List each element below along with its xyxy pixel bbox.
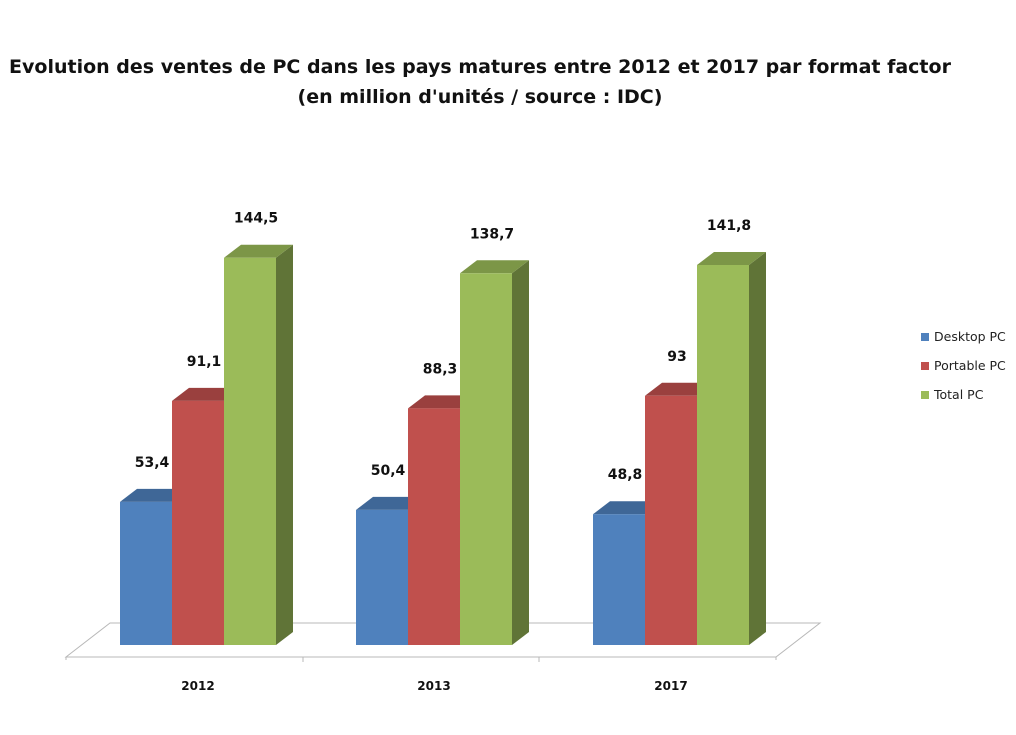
x-tick-label: 2013 (417, 679, 450, 693)
legend-swatch-desktop (921, 332, 929, 341)
bar-top (645, 382, 714, 396)
bar-side (749, 251, 766, 645)
bar-top (460, 260, 529, 274)
bar (645, 395, 697, 645)
data-label: 48,8 (608, 467, 643, 483)
legend-label-portable: Portable PC (934, 358, 1006, 373)
chart-title: Evolution des ventes de PC dans les pays… (9, 56, 951, 78)
bar (172, 400, 224, 645)
legend-label-total: Total PC (934, 387, 984, 402)
data-label: 91,1 (187, 354, 222, 370)
legend-swatch-total (921, 390, 929, 399)
data-label: 93 (667, 349, 686, 365)
bar-top (593, 501, 662, 515)
bar-top (120, 488, 189, 502)
chart-title-block: Evolution des ventes de PC dans les pays… (0, 52, 960, 112)
data-label: 50,4 (371, 463, 406, 479)
x-tick-label: 2012 (181, 679, 214, 693)
legend-item-total: Total PC (921, 380, 1006, 409)
data-label: 141,8 (707, 218, 751, 234)
bar (697, 264, 749, 645)
data-label: 138,7 (470, 226, 514, 242)
bar-top (697, 251, 766, 265)
data-label: 144,5 (234, 211, 278, 227)
legend-label-desktop: Desktop PC (934, 329, 1006, 344)
bar-top (408, 395, 477, 409)
legend: Desktop PC Portable PC Total PC (921, 322, 1006, 409)
chart-subtitle: (en million d'unités / source : IDC) (297, 86, 663, 108)
legend-swatch-portable (921, 361, 929, 370)
data-label: 53,4 (135, 455, 170, 471)
bar (356, 509, 408, 645)
legend-item-portable: Portable PC (921, 351, 1006, 380)
bar-side (276, 244, 293, 646)
x-tick-label: 2017 (654, 679, 687, 693)
bar-top (172, 387, 241, 401)
bar-side (512, 260, 529, 645)
bar (593, 514, 645, 645)
bar (408, 408, 460, 645)
bar (460, 273, 512, 645)
bar-top (356, 496, 425, 510)
bar (224, 257, 276, 645)
legend-item-desktop: Desktop PC (921, 322, 1006, 351)
bar (120, 501, 172, 645)
bar-top (224, 244, 293, 258)
data-label: 88,3 (423, 361, 458, 377)
